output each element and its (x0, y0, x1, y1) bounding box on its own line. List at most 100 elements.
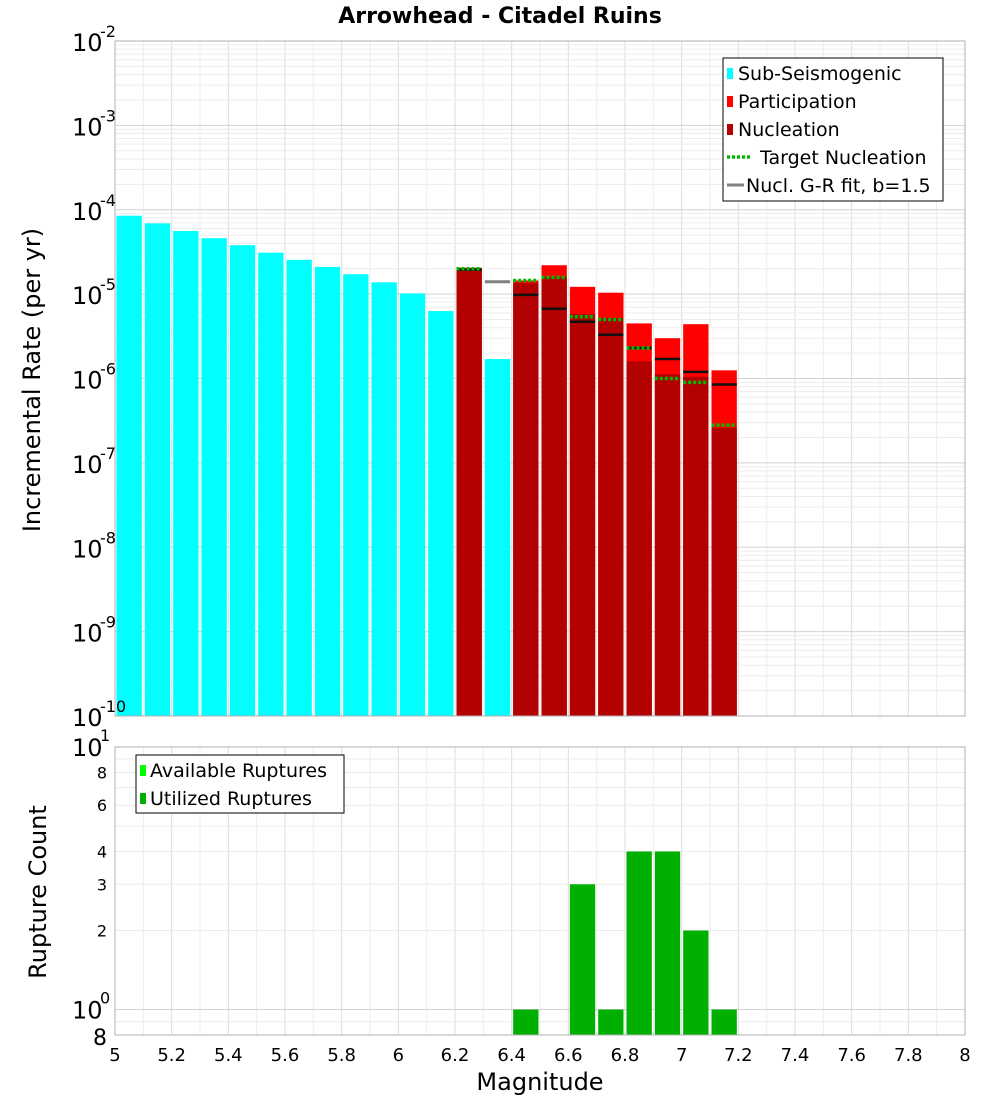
top-legend-entry: Nucl. G-R fit, b=1.5 (727, 175, 931, 197)
sub-seismogenic-bar (371, 282, 397, 716)
utilized-ruptures-bar (626, 851, 652, 1035)
top-y-axis-label: Incremental Rate (per yr) (18, 228, 46, 532)
sub-seismogenic-bar (144, 223, 171, 716)
x-tick-label: 5.8 (327, 1045, 356, 1066)
top-y-tick: 10-10 (72, 697, 126, 732)
x-tick-label: 6.4 (497, 1045, 526, 1066)
top-y-tick-base: 10 (72, 282, 103, 310)
top-y-tick: 10-9 (72, 613, 116, 648)
top-legend-entry: Nucleation (727, 119, 840, 141)
x-tick-label: 7.6 (837, 1045, 866, 1066)
x-tick-label: 7.2 (724, 1045, 753, 1066)
bottom-legend: Available Ruptures Utilized Ruptures (135, 754, 345, 814)
legend-label: Nucl. G-R fit, b=1.5 (746, 175, 931, 197)
top-y-tick-exponent: -4 (100, 191, 116, 210)
top-y-tick-exponent: -8 (100, 528, 116, 547)
sub-seismogenic-bar (314, 266, 341, 716)
top-y-tick-base: 10 (72, 367, 103, 395)
bottom-legend-entry: Available Ruptures (140, 760, 327, 782)
legend-label: Sub-Seismogenic (738, 63, 902, 85)
nucleation-bar (569, 314, 596, 716)
top-legend-box (722, 57, 944, 202)
top-y-tick-exponent: -5 (100, 275, 116, 294)
nucleation-bar (654, 374, 681, 716)
top-legend-entry: Sub-Seismogenic (727, 63, 902, 85)
top-y-tick: 10-3 (72, 106, 116, 141)
nucleation-bar (711, 427, 737, 716)
bottom-y-minor-tick: 4 (97, 842, 107, 861)
sub-seismogenic-bar (229, 245, 256, 717)
x-tick-label: 7.8 (894, 1045, 923, 1066)
x-tick-label: 6.2 (441, 1045, 470, 1066)
legend-swatch (727, 124, 733, 135)
sub-seismogenic-bar (399, 293, 426, 716)
top-y-tick-base: 10 (72, 535, 103, 563)
x-tick-label: 5 (109, 1045, 120, 1066)
top-y-tick-base: 10 (72, 704, 103, 732)
bottom-y-tick-base: 10 (72, 734, 103, 762)
top-y-tick-base: 10 (72, 29, 103, 57)
nucleation-bar (683, 376, 709, 716)
nucleation-bar (541, 276, 567, 716)
bottom-y-minor-tick: 2 (97, 922, 107, 941)
legend-swatch (727, 68, 733, 79)
bottom-y-tick-base: 10 (72, 997, 103, 1025)
nucleation-bar (626, 361, 652, 716)
bottom-y-major-tick: 101 (72, 726, 110, 762)
legend-label: Nucleation (738, 119, 840, 141)
x-tick-label: 7.4 (781, 1045, 810, 1066)
plot-frames (114, 40, 966, 1036)
sub-seismogenic-bar (201, 238, 227, 716)
x-tick-label: 5.2 (157, 1045, 186, 1066)
top-y-tick-exponent: -3 (100, 106, 116, 125)
sub-seismogenic-bar (484, 359, 511, 716)
bottom-y-tick-exponent: 0 (100, 989, 110, 1008)
bottom-y-minor-tick: 3 (97, 875, 107, 894)
top-y-tick-exponent: -7 (100, 444, 116, 463)
top-y-tick-base: 10 (72, 451, 103, 479)
x-tick-label: 6 (393, 1045, 404, 1066)
chart-title: Arrowhead - Citadel Ruins (338, 4, 662, 29)
bottom-y-tick-exponent: 1 (100, 726, 110, 745)
x-axis-label: Magnitude (476, 1068, 603, 1096)
legend-swatch (140, 765, 146, 776)
bottom-y-axis-label: Rupture Count (24, 805, 52, 979)
sub-seismogenic-bar (343, 274, 369, 716)
x-tick-label: 5.6 (271, 1045, 300, 1066)
sub-seismogenic-bar (173, 230, 199, 716)
bottom-legend-box (135, 754, 345, 814)
bottom-y-minor-tick: 8 (97, 763, 107, 782)
sub-seismogenic-bar (428, 311, 454, 716)
bottom-plot-frame (114, 746, 966, 1036)
top-y-tick: 10-4 (72, 191, 116, 226)
top-legend-entry: Target Nucleation (727, 147, 927, 169)
utilized-ruptures-bar (569, 884, 596, 1035)
top-y-tick-base: 10 (72, 198, 103, 226)
top-y-tick: 10-8 (72, 528, 116, 563)
x-tick-label: 7 (676, 1045, 687, 1066)
bottom-plot-marks (513, 851, 737, 1035)
legend-label: Available Ruptures (150, 760, 327, 782)
bottom-y-minor-tick: 6 (97, 796, 107, 815)
top-y-tick-exponent: -2 (100, 22, 116, 41)
top-y-tick-exponent: -6 (100, 360, 116, 379)
x-tick-label: 5.4 (214, 1045, 243, 1066)
sub-seismogenic-bar (258, 252, 284, 716)
x-axis-ticks: 5 5.2 5.4 5.6 5.8 6 6.2 6.4 6.6 6.8 7 7.2 7.4 7.6 7.8 8 (109, 1045, 970, 1066)
utilized-ruptures-bar (598, 1009, 624, 1035)
x-tick-label: 6.6 (554, 1045, 583, 1066)
top-y-tick: 10-5 (72, 275, 116, 310)
top-y-tick: 10-7 (72, 444, 116, 479)
utilized-ruptures-bar (683, 930, 709, 1035)
legend-label: Participation (738, 91, 857, 113)
bottom-y-major-tick: 100 (72, 989, 110, 1025)
sub-seismogenic-bar (116, 215, 142, 717)
sub-seismogenic-bar (286, 259, 312, 716)
nucleation-bar (456, 268, 482, 716)
legend-swatch (727, 96, 733, 107)
top-y-tick-base: 10 (72, 620, 103, 648)
